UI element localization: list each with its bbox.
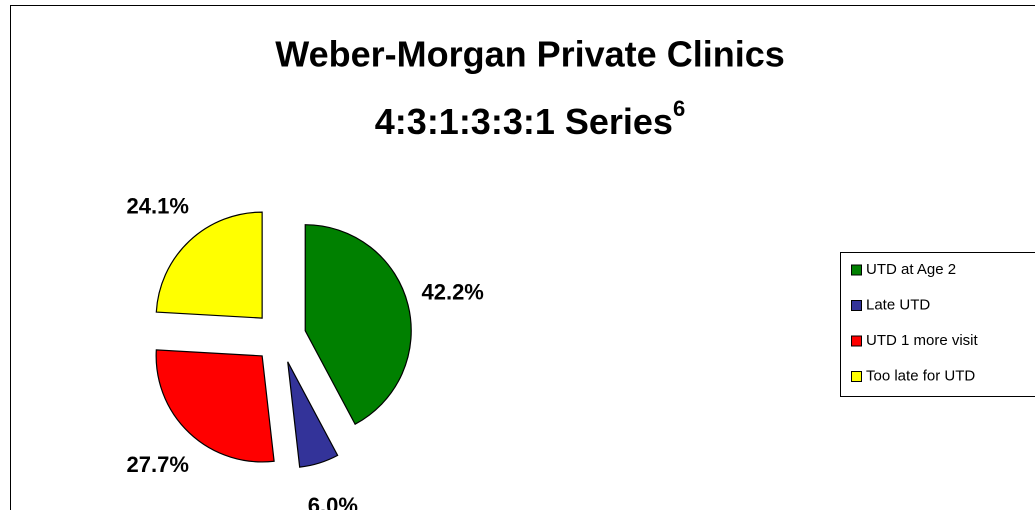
legend-label: UTD 1 more visit (866, 332, 979, 349)
legend-label: UTD at Age 2 (866, 261, 956, 278)
data-label: 24.1% (127, 193, 189, 218)
pie-slice (155, 349, 275, 463)
pie-slice (155, 211, 263, 319)
pie-slice (287, 361, 339, 468)
legend-swatch (851, 335, 862, 347)
data-label: 6.0% (308, 493, 358, 510)
legend-swatch (851, 300, 862, 311)
data-label: 27.7% (127, 452, 189, 477)
data-label: 42.2% (421, 280, 483, 305)
legend-box (840, 252, 1035, 397)
subtitle-superscript: 6 (673, 96, 685, 121)
chart-title: Weber-Morgan Private Clinics (275, 34, 784, 75)
pie-slice (304, 224, 412, 426)
legend-label: Too late for UTD (866, 367, 975, 384)
legend-swatch (851, 264, 862, 276)
subtitle-text: 4:3:1:3:3:1 Series (375, 101, 673, 142)
legend-swatch (851, 371, 862, 382)
chart-subtitle: 4:3:1:3:3:1 Series6 (375, 96, 685, 142)
legend-label: Late UTD (866, 296, 930, 313)
